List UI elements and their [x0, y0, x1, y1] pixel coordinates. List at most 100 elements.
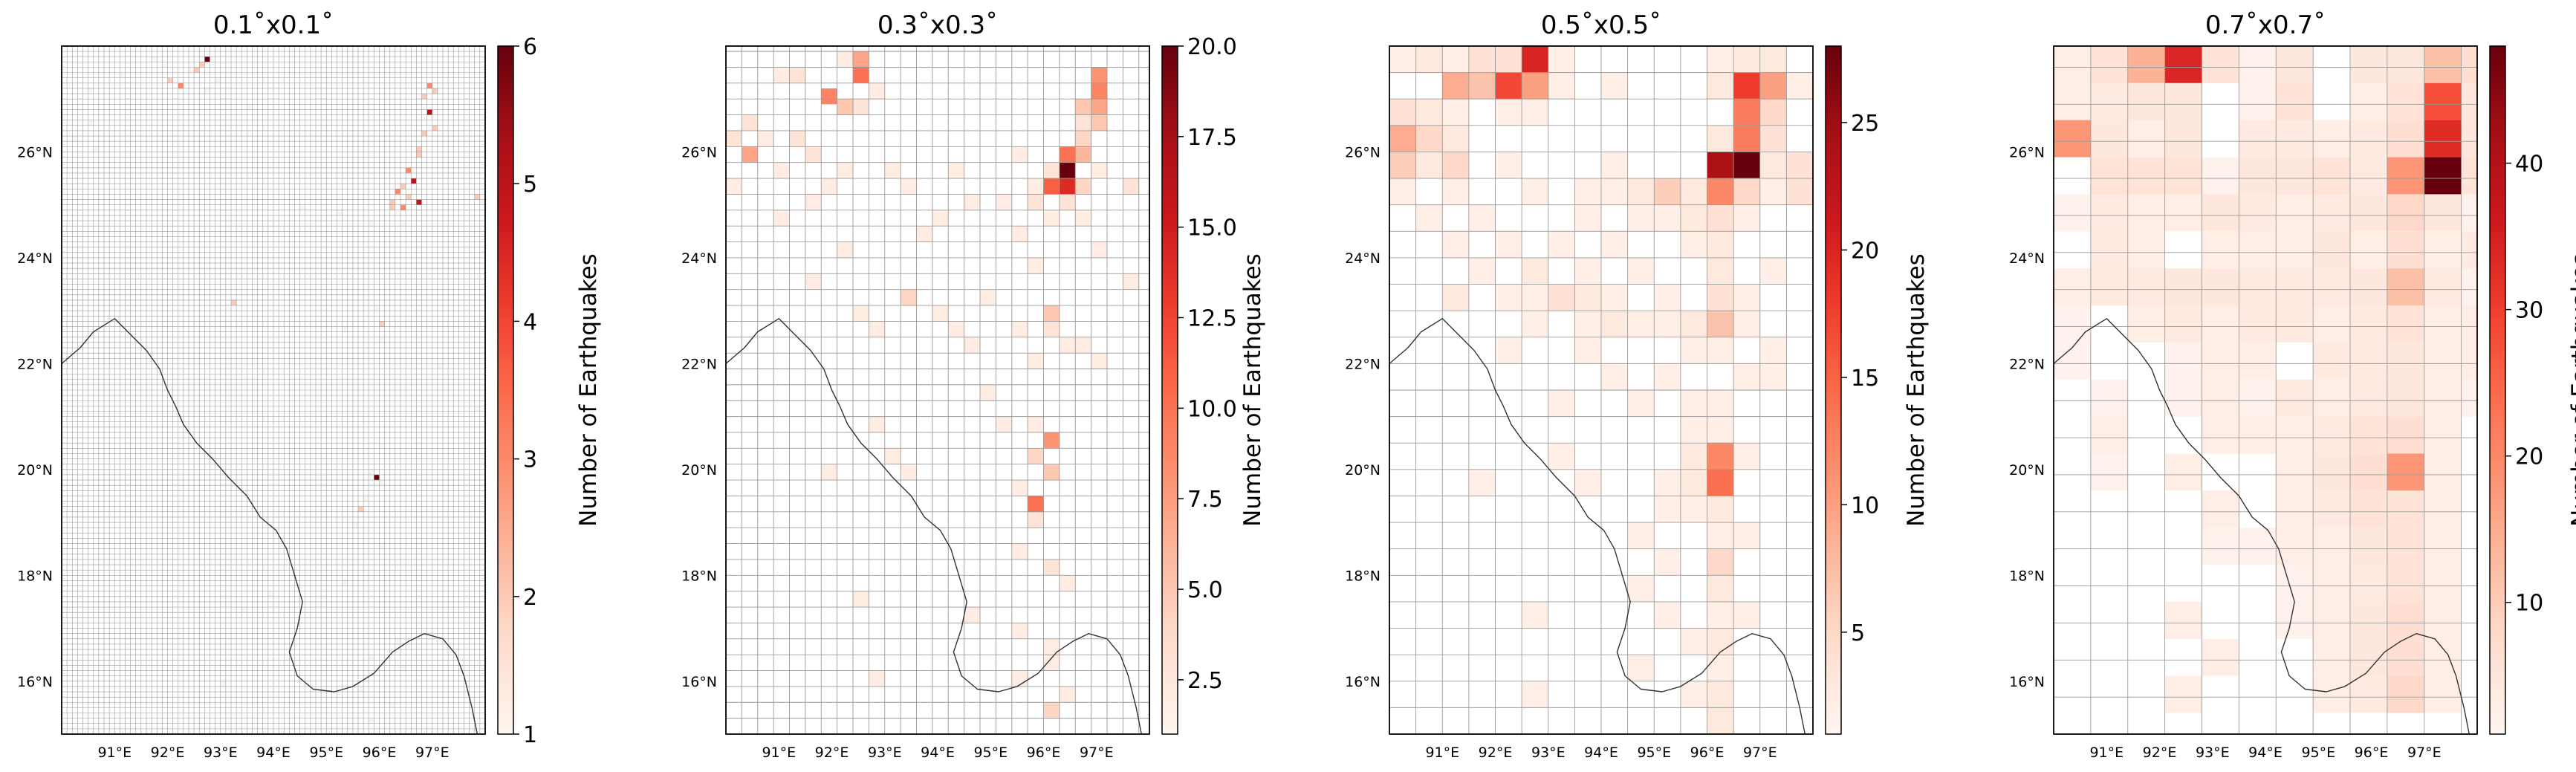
x-tick-label: 96°E [363, 745, 397, 761]
heatmap-cell [1468, 204, 1496, 232]
heatmap-cell [1028, 178, 1044, 195]
heatmap-cell [1043, 432, 1060, 449]
heatmap-cell [2350, 82, 2387, 120]
heatmap-cell [406, 194, 412, 200]
y-tick-label: 22°N [681, 356, 717, 372]
heatmap-cell [2424, 565, 2462, 602]
heatmap-cell [2313, 490, 2351, 528]
heatmap-cell [2461, 46, 2478, 83]
heatmap-cell [916, 226, 932, 242]
heatmap-cell [400, 184, 406, 189]
heatmap-cell [2313, 120, 2351, 158]
y-tick-label: 16°N [2009, 674, 2045, 690]
heatmap-cell [1043, 702, 1060, 719]
heatmap-cell [1680, 496, 1707, 523]
colorbar-gradient [2489, 45, 2506, 735]
heatmap-cell [2239, 231, 2277, 269]
heatmap-cell [1043, 321, 1060, 337]
heatmap-cell [884, 162, 901, 179]
heatmap-cell [1786, 178, 1814, 205]
heatmap-cell [2276, 305, 2314, 343]
heatmap-cell [204, 88, 210, 94]
heatmap-cell [1011, 670, 1028, 687]
heatmap-cell [1548, 72, 1575, 100]
heatmap-cell [1707, 469, 1734, 496]
heatmap-cell [2387, 82, 2424, 120]
heatmap-cell [1075, 99, 1091, 115]
heatmap-cell [2387, 638, 2424, 676]
panel-3: 0.5˚x0.5˚ 91°E 92°E 93°E 94°E 95°E 96°E 97°E 16°… [1345, 10, 1930, 761]
heatmap-cell [400, 204, 406, 210]
heatmap-cell [432, 125, 438, 131]
heatmap-cell [421, 94, 427, 100]
y-tick-label: 24°N [681, 250, 717, 267]
x-tick-label: 97°E [2407, 745, 2442, 761]
heatmap-cell [1707, 628, 1734, 655]
heatmap-cell [2202, 379, 2239, 417]
heatmap-cell [980, 384, 996, 401]
heatmap-cell [1627, 204, 1655, 232]
y-tick-label: 18°N [681, 568, 717, 584]
heatmap-cell [2461, 157, 2478, 195]
heatmap-cell [352, 522, 358, 528]
heatmap-cell [2127, 231, 2165, 269]
heatmap-cell [1522, 99, 1548, 126]
heatmap-cell [2387, 342, 2424, 380]
heatmap-cell [189, 67, 195, 73]
heatmap-cell [1680, 390, 1707, 417]
heatmap-cell [2239, 379, 2277, 417]
heatmap-cell [2387, 565, 2424, 602]
heatmap-cell [88, 88, 94, 94]
heatmap-cell [1091, 82, 1107, 100]
heatmap-cell [1707, 522, 1734, 549]
heatmap-cells [2054, 46, 2478, 713]
heatmap-cell [2202, 416, 2239, 454]
heatmap-cell [1442, 231, 1469, 258]
heatmap-cell [2127, 82, 2165, 120]
x-tick-label: 96°E [1027, 745, 1061, 761]
heatmap-cell [1059, 178, 1076, 195]
colorbar-gradient [1161, 45, 1178, 735]
heatmap-cell [2164, 305, 2202, 343]
heatmap-cell [1654, 548, 1681, 576]
heatmap-cell [1522, 311, 1548, 337]
heatmap-cells [72, 56, 485, 724]
x-tick-label: 97°E [415, 745, 450, 761]
heatmap-cell [837, 241, 853, 258]
colorbar-label: Number of Earthquakes [2567, 253, 2576, 527]
heatmap-cell [2424, 231, 2462, 269]
heatmap-cell [2054, 194, 2091, 232]
heatmap-cell [231, 299, 237, 306]
heatmap-cell [2461, 231, 2478, 269]
heatmap-cell [2164, 342, 2202, 380]
heatmap-cell [2313, 342, 2351, 380]
heatmap-cell [1574, 257, 1602, 285]
x-tick-label: 91°E [1425, 745, 1459, 761]
y-tick-label: 18°N [2009, 568, 2045, 584]
colorbar-tick-label: 5 [523, 172, 537, 198]
heatmap-cell [853, 305, 869, 322]
heatmap-cells [726, 51, 1139, 719]
heatmap-cell [1627, 522, 1655, 549]
heatmap-cell [1680, 443, 1707, 470]
heatmap-cell [1601, 311, 1628, 337]
axes-frame [725, 45, 1150, 735]
heatmap-cell [2313, 231, 2351, 269]
heatmap-cell [1733, 46, 1760, 73]
heatmap-cell [1415, 152, 1443, 179]
heatmap-cell [2239, 157, 2277, 195]
heatmap-cell [1733, 363, 1760, 390]
heatmap-cell [2313, 157, 2351, 195]
heatmap-cell [389, 199, 395, 205]
y-tick-label: 26°N [681, 145, 717, 161]
heatmap-cell [2350, 379, 2387, 417]
heatmap-cell [1707, 601, 1734, 629]
heatmap-cell [932, 305, 949, 322]
coastline [1389, 318, 1806, 735]
colorbar: 2.5 5.0 7.5 10.0 12.5 15.0 17.5 20.0 Number of E… [1161, 34, 1266, 735]
heatmap-cell [1028, 353, 1044, 369]
heatmap-cell [1627, 575, 1655, 602]
heatmap-cell [1733, 72, 1760, 100]
heatmap-cell [241, 607, 247, 613]
heatmap-cell [247, 104, 253, 110]
